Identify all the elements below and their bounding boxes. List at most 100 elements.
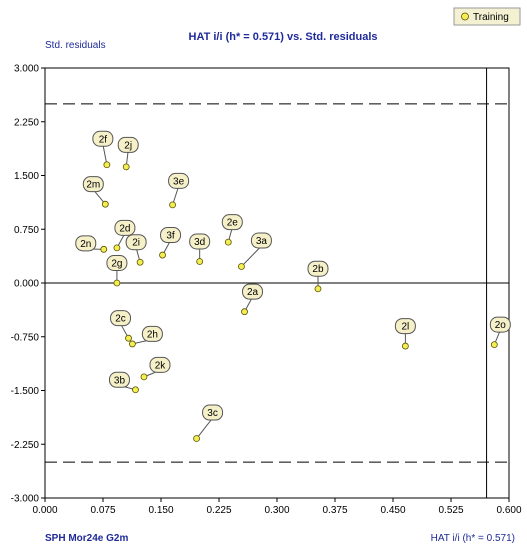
data-point-2i: 2i <box>125 234 147 266</box>
y-tick-label: -0.750 <box>11 332 40 343</box>
x-axis-title: HAT i/i (h* = 0.571) <box>431 533 515 544</box>
point-label: 2k <box>155 360 167 371</box>
x-tick-label: 0.375 <box>322 505 347 516</box>
x-tick-label: 0.600 <box>496 505 521 516</box>
point-marker <box>140 373 148 381</box>
legend: Training <box>453 7 521 26</box>
legend-box <box>453 7 521 26</box>
chart-title: HAT i/i (h* = 0.571) vs. Std. residuals <box>189 31 378 43</box>
axes-layer: 0.000 0.075 0.150 0.225 0.300 0.375 0.450 0.525… <box>11 64 522 517</box>
data-point-3c: 3c <box>193 404 224 442</box>
data-point-2b: 2b <box>307 260 329 293</box>
point-marker <box>136 258 144 266</box>
point-marker <box>193 435 200 442</box>
data-point-2a: 2a <box>241 283 264 316</box>
legend-marker-icon <box>461 12 469 21</box>
point-label: 2i <box>132 238 140 249</box>
data-point-3a: 3a <box>238 232 272 270</box>
y-tick-label: 3.000 <box>14 64 39 75</box>
point-marker <box>122 163 130 171</box>
point-marker <box>132 386 139 394</box>
callout-bubble <box>141 325 163 342</box>
data-point-2l: 2l <box>394 318 416 350</box>
data-point-2n: 2n <box>75 235 108 253</box>
y-tick-label: 2.250 <box>14 117 39 128</box>
callout-bubble <box>108 371 130 388</box>
point-marker <box>169 201 177 209</box>
point-label: 2e <box>227 218 239 229</box>
data-point-2h: 2h <box>128 325 163 348</box>
points-layer: 2f 2j 2m 3e 2d 2n 2i 3f 3d 2e 3a 2g 2b 2a 2c 2h 2l 2o 2k 3b… <box>75 130 511 442</box>
point-label: 2n <box>80 239 91 250</box>
callout-bubble <box>75 235 97 252</box>
point-marker <box>159 251 166 259</box>
point-label: 2b <box>312 264 324 275</box>
legend-label: Training <box>473 12 509 23</box>
point-label: 2h <box>147 329 158 340</box>
callout-bubble <box>394 318 416 335</box>
callout-bubble <box>92 130 114 147</box>
callout-bubble <box>149 356 171 373</box>
callout-bubble <box>489 316 511 333</box>
point-label: 3a <box>256 236 268 247</box>
y-axis-title: Std. residuals <box>45 40 106 51</box>
point-marker <box>113 244 121 252</box>
callout-bubble <box>114 219 136 236</box>
data-point-2g: 2g <box>106 255 128 287</box>
callout-pointer <box>102 144 108 165</box>
callout-bubble <box>117 136 139 153</box>
callout-bubble <box>189 233 211 250</box>
point-marker <box>224 238 232 246</box>
point-marker <box>490 341 498 349</box>
x-tick-label: 0.525 <box>438 505 463 516</box>
x-tick-label: 0.225 <box>206 505 231 516</box>
data-point-3e: 3e <box>168 172 190 209</box>
y-tick-label: 1.500 <box>14 171 39 182</box>
data-point-2o: 2o <box>489 316 511 349</box>
data-point-2f: 2f <box>92 130 114 169</box>
data-point-2d: 2d <box>113 219 136 252</box>
callout-pointer <box>241 245 262 267</box>
point-marker <box>125 334 132 342</box>
callout-bubble <box>221 214 243 231</box>
point-label: 3c <box>207 408 218 419</box>
point-marker <box>241 308 248 316</box>
x-tick-label: 0.150 <box>148 505 173 516</box>
point-label: 2g <box>111 259 122 270</box>
x-tick-label: 0.000 <box>32 505 57 516</box>
point-marker <box>128 340 136 348</box>
x-tick-label: 0.300 <box>264 505 289 516</box>
y-tick-label: -1.500 <box>11 386 40 397</box>
point-label: 2f <box>99 134 108 145</box>
callout-bubble <box>125 234 147 251</box>
point-label: 2o <box>495 320 507 331</box>
callout-bubble <box>160 227 182 244</box>
callout-bubble <box>82 176 104 193</box>
callout-bubble <box>110 310 132 327</box>
callout-bubble <box>202 404 224 421</box>
data-point-3f: 3f <box>159 227 182 259</box>
y-tick-label: 0.750 <box>14 225 39 236</box>
point-marker <box>113 279 121 287</box>
y-tick-label: 0.000 <box>14 279 39 290</box>
callout-bubble <box>250 232 272 249</box>
callout-bubble <box>307 260 329 277</box>
model-label: SPH Mor24e G2m <box>45 533 128 544</box>
data-point-2e: 2e <box>221 214 243 246</box>
point-label: 2m <box>86 180 100 191</box>
data-point-3b: 3b <box>108 371 139 394</box>
callout-bubble <box>242 283 264 300</box>
data-point-2k: 2k <box>140 356 171 381</box>
point-label: 2a <box>247 287 259 298</box>
data-point-2c: 2c <box>110 310 132 342</box>
data-point-2j: 2j <box>117 136 139 171</box>
point-label: 3d <box>194 237 205 248</box>
point-label: 2j <box>124 140 132 151</box>
point-label: 3f <box>166 231 175 242</box>
point-marker <box>196 258 204 265</box>
reference-lines <box>45 68 509 498</box>
point-label: 2l <box>401 322 409 333</box>
point-label: 3e <box>173 176 185 187</box>
